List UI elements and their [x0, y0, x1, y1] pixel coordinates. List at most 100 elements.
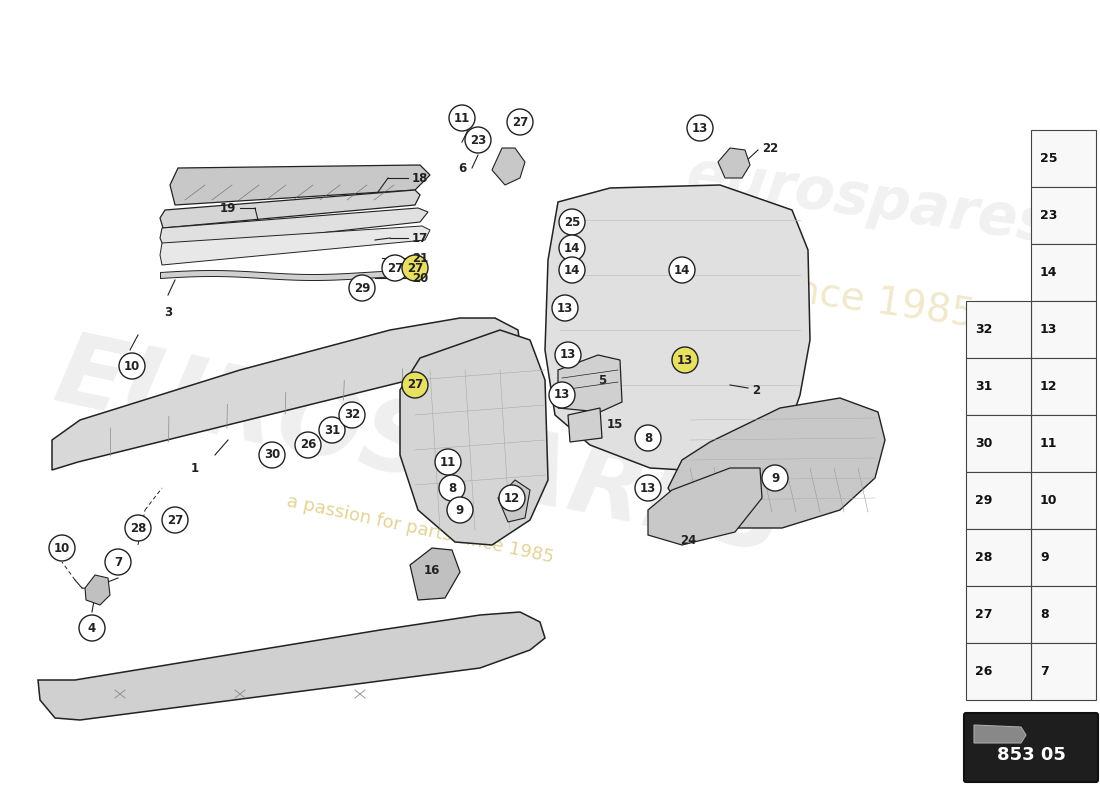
Text: 32: 32 [344, 409, 360, 422]
Text: since 1985: since 1985 [762, 266, 978, 334]
Bar [1031, 244, 1096, 301]
Circle shape [465, 127, 491, 153]
Circle shape [549, 382, 575, 408]
Text: 13: 13 [692, 122, 708, 134]
Circle shape [402, 372, 428, 398]
Circle shape [556, 342, 581, 368]
Bar [1031, 187, 1096, 244]
Text: 14: 14 [674, 263, 690, 277]
Text: 15: 15 [607, 418, 624, 431]
Bar [1031, 529, 1096, 586]
Text: 26: 26 [975, 665, 992, 678]
Text: 32: 32 [975, 323, 992, 336]
Text: 2: 2 [752, 383, 760, 397]
Circle shape [688, 115, 713, 141]
Text: 23: 23 [470, 134, 486, 146]
Text: 29: 29 [354, 282, 371, 294]
Text: 27: 27 [407, 262, 424, 274]
Circle shape [295, 432, 321, 458]
Text: 10: 10 [54, 542, 70, 554]
Text: 8: 8 [1040, 608, 1048, 621]
Text: 6: 6 [458, 162, 466, 174]
Text: eurospares: eurospares [683, 146, 1057, 254]
Text: 24: 24 [680, 534, 696, 546]
Bar [966, 643, 1031, 700]
Text: 9: 9 [455, 503, 464, 517]
Text: 25: 25 [1040, 152, 1057, 165]
Polygon shape [544, 185, 810, 472]
Circle shape [104, 549, 131, 575]
Text: a passion for parts since 1985: a passion for parts since 1985 [285, 493, 556, 567]
Text: 23: 23 [1040, 209, 1057, 222]
Circle shape [162, 507, 188, 533]
Bar [966, 358, 1031, 415]
Text: 28: 28 [975, 551, 992, 564]
Circle shape [125, 515, 151, 541]
Text: 8: 8 [644, 431, 652, 445]
Text: 31: 31 [323, 423, 340, 437]
Polygon shape [648, 468, 762, 545]
Text: 10: 10 [1040, 494, 1057, 507]
Circle shape [672, 347, 698, 373]
Bar [966, 301, 1031, 358]
Polygon shape [39, 612, 544, 720]
Circle shape [552, 295, 578, 321]
Polygon shape [974, 725, 1026, 743]
Circle shape [635, 475, 661, 501]
Bar [966, 586, 1031, 643]
Text: 30: 30 [975, 437, 992, 450]
Text: 20: 20 [412, 271, 428, 285]
Text: 11: 11 [454, 111, 470, 125]
Polygon shape [558, 355, 622, 412]
Text: 13: 13 [640, 482, 656, 494]
Text: 18: 18 [412, 171, 428, 185]
Text: 27: 27 [167, 514, 183, 526]
Text: 27: 27 [512, 115, 528, 129]
Bar [1031, 586, 1096, 643]
Text: 21: 21 [412, 251, 428, 265]
Circle shape [559, 235, 585, 261]
Text: 7: 7 [114, 555, 122, 569]
Text: 25: 25 [564, 215, 580, 229]
Text: 27: 27 [975, 608, 992, 621]
Bar [1031, 301, 1096, 358]
Circle shape [349, 275, 375, 301]
Polygon shape [160, 208, 428, 250]
Text: 13: 13 [557, 302, 573, 314]
Text: 7: 7 [1040, 665, 1048, 678]
Polygon shape [160, 190, 420, 228]
Text: EUROSPARES: EUROSPARES [47, 326, 793, 574]
Circle shape [50, 535, 75, 561]
Bar [1031, 643, 1096, 700]
Text: 13: 13 [1040, 323, 1057, 336]
Bar [966, 415, 1031, 472]
Text: 14: 14 [564, 242, 580, 254]
Circle shape [559, 257, 585, 283]
Text: 30: 30 [264, 449, 280, 462]
Text: 14: 14 [564, 263, 580, 277]
Text: 17: 17 [412, 231, 428, 245]
Polygon shape [52, 318, 520, 470]
Text: 22: 22 [762, 142, 779, 154]
Text: 12: 12 [504, 491, 520, 505]
Polygon shape [85, 575, 110, 605]
Text: 1: 1 [191, 462, 199, 474]
Text: 19: 19 [220, 202, 236, 214]
Circle shape [559, 209, 585, 235]
Circle shape [507, 109, 534, 135]
Polygon shape [498, 480, 530, 522]
Circle shape [434, 449, 461, 475]
Circle shape [762, 465, 788, 491]
Text: 11: 11 [440, 455, 456, 469]
Text: 3: 3 [164, 306, 172, 318]
Text: 13: 13 [560, 349, 576, 362]
Bar [1031, 415, 1096, 472]
Text: 12: 12 [1040, 380, 1057, 393]
Text: 14: 14 [1040, 266, 1057, 279]
Polygon shape [170, 165, 430, 205]
Polygon shape [410, 548, 460, 600]
Text: 27: 27 [387, 262, 403, 274]
Bar [1031, 472, 1096, 529]
Circle shape [258, 442, 285, 468]
Polygon shape [160, 226, 430, 265]
